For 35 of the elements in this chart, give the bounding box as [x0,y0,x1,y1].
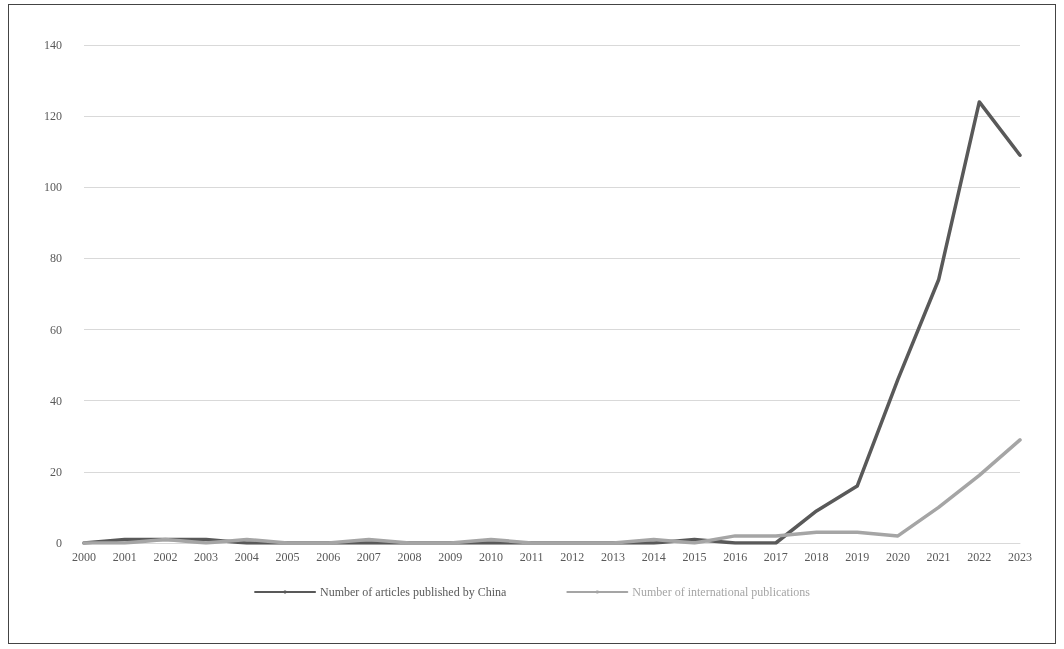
x-tick-label: 2007 [356,550,381,564]
y-tick-label: 0 [56,536,62,550]
y-tick-label: 100 [44,180,62,195]
x-tick-label: 2012 [560,550,585,564]
x-tick-label: 2021 [926,550,951,564]
x-tick-label: 2013 [601,550,626,564]
x-tick-label: 2010 [478,550,503,564]
line-series [82,438,1022,545]
x-tick-label: 2016 [723,550,748,564]
x-tick-label: 2005 [275,550,300,564]
text: Number of articles published by China [320,585,508,599]
legend-label: Number of international publications [632,585,811,599]
x-tick-label: 2004 [234,550,259,564]
x-tick-label: 2003 [194,550,219,564]
x-tick-label: 2020 [885,550,910,564]
x-tick-label: 2008 [397,550,422,564]
y-tick-label: 40 [50,393,62,408]
x-tick-label: 2018 [804,550,829,564]
x-tick-label: 2001 [112,550,137,564]
y-tick-label: 60 [50,322,62,337]
y-tick-label: 20 [50,464,62,479]
x-tick-label: 2000 [72,550,96,564]
x-tick-label: 2009 [438,550,463,564]
y-tick-label: 80 [50,251,62,266]
x-tick-label: 2019 [845,550,870,564]
x-tick-label: 2022 [967,550,992,564]
x-tick-label: 2006 [316,550,341,564]
x-tick-label: 2023 [1008,550,1032,564]
y-tick-label: 140 [44,38,62,52]
x-tick-label: 2017 [763,550,788,564]
x-tick-label: 2015 [682,550,707,564]
x-tick-label: 2002 [153,550,178,564]
y-tick-label: 120 [44,109,62,124]
x-tick-label: 2014 [641,550,666,564]
x-tick-label: 2011 [519,550,544,564]
